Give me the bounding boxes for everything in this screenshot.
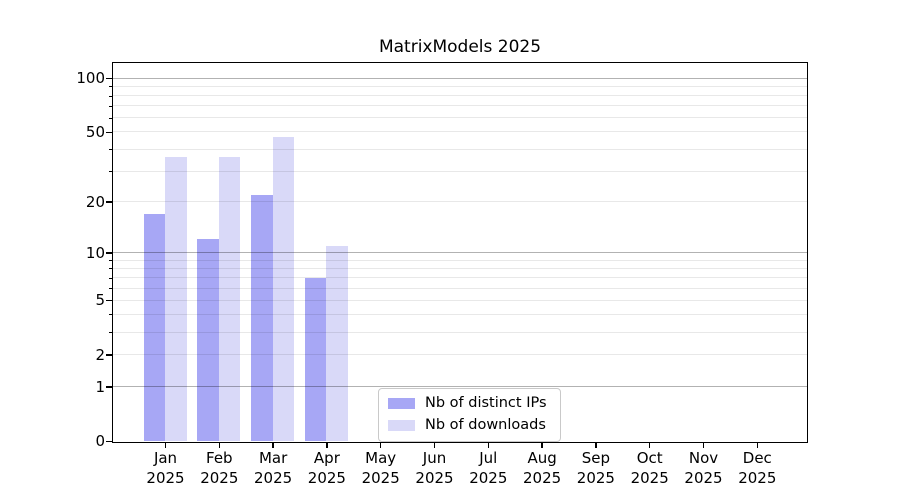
plot-area bbox=[112, 62, 808, 443]
bar-feb-distinct-ips bbox=[197, 239, 219, 441]
y-tick-2 bbox=[105, 354, 113, 356]
y-tick-label-0: 0 bbox=[95, 432, 105, 450]
legend-label-distinct-ips: Nb of distinct IPs bbox=[425, 395, 547, 411]
x-tick-label-sep: Sep 2025 bbox=[576, 449, 615, 487]
y-minor-tick-40 bbox=[108, 149, 113, 151]
x-tick-feb bbox=[218, 443, 221, 448]
x-tick-label-apr: Apr 2025 bbox=[307, 449, 346, 487]
chart-title: MatrixModels 2025 bbox=[378, 37, 542, 57]
x-tick-may bbox=[379, 443, 382, 448]
x-tick-dec bbox=[756, 443, 759, 448]
minor-gridline-5 bbox=[113, 299, 807, 301]
y-tick-label-50: 50 bbox=[85, 122, 105, 141]
x-tick-label-may: May 2025 bbox=[361, 449, 400, 487]
minor-gridline-50 bbox=[113, 131, 807, 133]
x-tick-sep bbox=[595, 443, 597, 448]
bar-apr-downloads bbox=[326, 245, 348, 441]
x-tick-mar bbox=[272, 443, 274, 448]
y-tick-5 bbox=[105, 299, 113, 302]
y-tick-label-10: 10 bbox=[85, 243, 105, 262]
minor-gridline-9 bbox=[113, 259, 807, 261]
x-tick-label-feb: Feb 2025 bbox=[200, 449, 239, 487]
minor-gridline-70 bbox=[113, 105, 807, 107]
bar-feb-downloads bbox=[218, 157, 241, 441]
x-tick-label-oct: Oct 2025 bbox=[630, 449, 669, 487]
major-gridline-100 bbox=[113, 77, 807, 79]
y-minor-tick-70 bbox=[108, 105, 113, 107]
legend-swatch-downloads bbox=[388, 420, 415, 431]
x-tick-label-jul: Jul 2025 bbox=[469, 449, 508, 487]
y-minor-tick-3 bbox=[108, 332, 113, 334]
minor-gridline-90 bbox=[113, 85, 807, 87]
minor-gridline-7 bbox=[113, 277, 807, 279]
y-tick-10 bbox=[105, 252, 113, 254]
y-minor-tick-30 bbox=[108, 171, 113, 173]
minor-gridline-60 bbox=[113, 117, 807, 119]
x-tick-aug bbox=[541, 443, 543, 448]
legend-swatch-distinct-ips bbox=[388, 398, 415, 409]
bar-mar-distinct-ips bbox=[251, 194, 273, 441]
legend: Nb of distinct IPs Nb of downloads bbox=[378, 388, 561, 442]
minor-gridline-3 bbox=[113, 331, 807, 333]
x-tick-label-aug: Aug 2025 bbox=[523, 449, 562, 487]
minor-gridline-20 bbox=[113, 201, 807, 203]
y-tick-20 bbox=[105, 201, 113, 203]
x-tick-jun bbox=[433, 443, 436, 448]
y-tick-label-1: 1 bbox=[95, 377, 105, 396]
bar-jan-distinct-ips bbox=[143, 213, 165, 441]
minor-gridline-40 bbox=[113, 148, 807, 150]
y-tick-label-20: 20 bbox=[85, 192, 105, 211]
legend-item-distinct-ips: Nb of distinct IPs bbox=[388, 394, 547, 413]
y-tick-label-2: 2 bbox=[95, 345, 105, 364]
y-minor-tick-8 bbox=[108, 268, 113, 270]
x-tick-nov bbox=[702, 443, 705, 448]
y-tick-100 bbox=[105, 77, 113, 80]
x-tick-label-jun: Jun 2025 bbox=[415, 449, 454, 487]
minor-gridline-6 bbox=[113, 287, 807, 289]
y-tick-50 bbox=[105, 131, 113, 134]
bar-mar-downloads bbox=[272, 136, 295, 441]
bar-jan-downloads bbox=[165, 157, 187, 441]
bar-apr-distinct-ips bbox=[304, 277, 327, 441]
minor-gridline-2 bbox=[113, 354, 807, 356]
y-tick-label-100: 100 bbox=[76, 69, 105, 88]
y-tick-0 bbox=[105, 440, 113, 443]
x-tick-label-dec: Dec 2025 bbox=[738, 449, 777, 487]
x-tick-jan bbox=[164, 443, 167, 448]
legend-label-downloads: Nb of downloads bbox=[425, 417, 546, 433]
x-tick-jul bbox=[487, 443, 490, 448]
y-tick-label-5: 5 bbox=[95, 291, 105, 310]
minor-gridline-80 bbox=[113, 95, 807, 97]
x-tick-label-mar: Mar 2025 bbox=[254, 449, 293, 487]
minor-gridline-8 bbox=[113, 267, 807, 269]
y-minor-tick-9 bbox=[108, 260, 113, 261]
y-minor-tick-6 bbox=[108, 288, 113, 290]
y-minor-tick-4 bbox=[108, 314, 113, 316]
y-minor-tick-60 bbox=[108, 117, 113, 119]
y-minor-tick-80 bbox=[108, 95, 113, 97]
y-minor-tick-90 bbox=[108, 86, 113, 88]
x-tick-apr bbox=[326, 443, 328, 448]
minor-gridline-4 bbox=[113, 313, 807, 315]
x-tick-oct bbox=[648, 443, 651, 448]
x-tick-label-nov: Nov 2025 bbox=[684, 449, 723, 487]
major-gridline-10 bbox=[113, 252, 807, 254]
y-tick-1 bbox=[105, 386, 113, 388]
x-tick-label-jan: Jan 2025 bbox=[146, 449, 185, 487]
major-gridline-1 bbox=[113, 386, 807, 388]
legend-item-downloads: Nb of downloads bbox=[388, 416, 547, 435]
minor-gridline-30 bbox=[113, 170, 807, 172]
y-minor-tick-7 bbox=[108, 277, 113, 279]
